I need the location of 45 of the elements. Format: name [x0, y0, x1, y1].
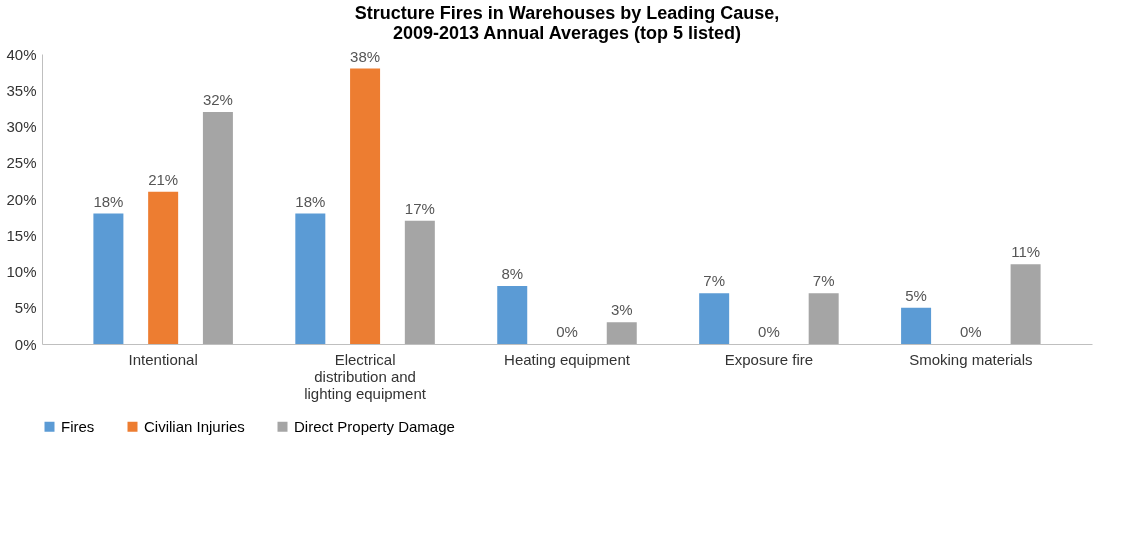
chart-title: Structure Fires in Warehouses by Leading Cause, 2009-2013 Annual Averages (top 5 listed) — [354, 3, 780, 43]
x-tick-label: Electrical distribution and lighting equipment — [304, 350, 427, 402]
y-tick-label: 20% — [6, 190, 37, 208]
data-label: 18% — [295, 192, 326, 210]
legend-label: Civilian Injuries — [144, 417, 245, 435]
data-label: 8% — [501, 265, 524, 282]
y-tick-label: 5% — [14, 299, 37, 317]
y-tick-label: 25% — [6, 154, 37, 172]
bar — [606, 322, 637, 344]
data-label: 17% — [404, 199, 435, 217]
data-label: 32% — [202, 91, 233, 108]
bar — [295, 213, 326, 344]
data-label: 5% — [905, 286, 927, 304]
x-tick-label: Heating equipment — [504, 350, 631, 368]
y-tick-label: 0% — [14, 335, 37, 353]
y-tick-label: 40% — [6, 45, 37, 63]
data-label: 7% — [812, 272, 835, 290]
y-tick-label: 30% — [6, 118, 37, 135]
legend-label: Fires — [61, 417, 95, 435]
bar — [148, 191, 179, 344]
data-label: 0% — [960, 323, 982, 340]
data-label: 7% — [703, 272, 726, 290]
y-tick-label: 35% — [6, 81, 37, 99]
bar — [404, 220, 435, 344]
data-label: 0% — [758, 323, 780, 340]
legend-label: Direct Property Damage — [294, 417, 455, 435]
data-label: 18% — [93, 192, 124, 210]
bar — [808, 293, 839, 344]
bar — [202, 112, 233, 344]
y-tick-label: 15% — [6, 226, 37, 244]
bar — [1010, 264, 1041, 344]
bar — [901, 307, 932, 344]
bar — [350, 68, 381, 344]
bar — [93, 213, 124, 344]
bar — [497, 286, 528, 344]
x-tick-label: Exposure fire — [724, 350, 814, 368]
data-label: 21% — [148, 170, 179, 188]
x-tick-label: Intentional — [128, 350, 198, 368]
data-label: 11% — [1011, 243, 1041, 261]
bar — [699, 293, 730, 344]
data-label: 0% — [556, 323, 578, 340]
x-tick-label: Smoking materials — [909, 350, 1033, 368]
data-label: 3% — [610, 301, 633, 319]
data-label: 38% — [350, 47, 381, 65]
y-tick-label: 10% — [6, 263, 37, 280]
